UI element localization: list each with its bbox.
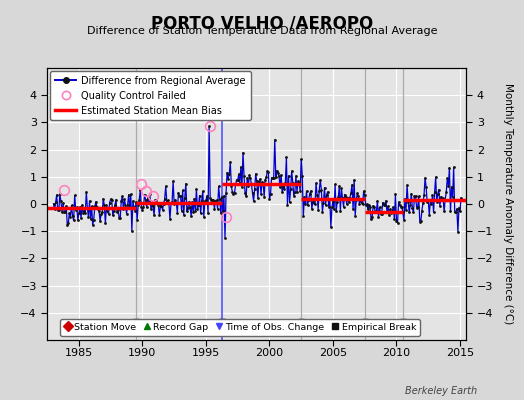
Text: Berkeley Earth: Berkeley Earth [405, 386, 477, 396]
Text: Difference of Station Temperature Data from Regional Average: Difference of Station Temperature Data f… [87, 26, 437, 36]
Legend: Station Move, Record Gap, Time of Obs. Change, Empirical Break: Station Move, Record Gap, Time of Obs. C… [60, 319, 420, 336]
Y-axis label: Monthly Temperature Anomaly Difference (°C): Monthly Temperature Anomaly Difference (… [503, 83, 512, 325]
Text: PORTO VELHO /AEROPO: PORTO VELHO /AEROPO [151, 14, 373, 32]
